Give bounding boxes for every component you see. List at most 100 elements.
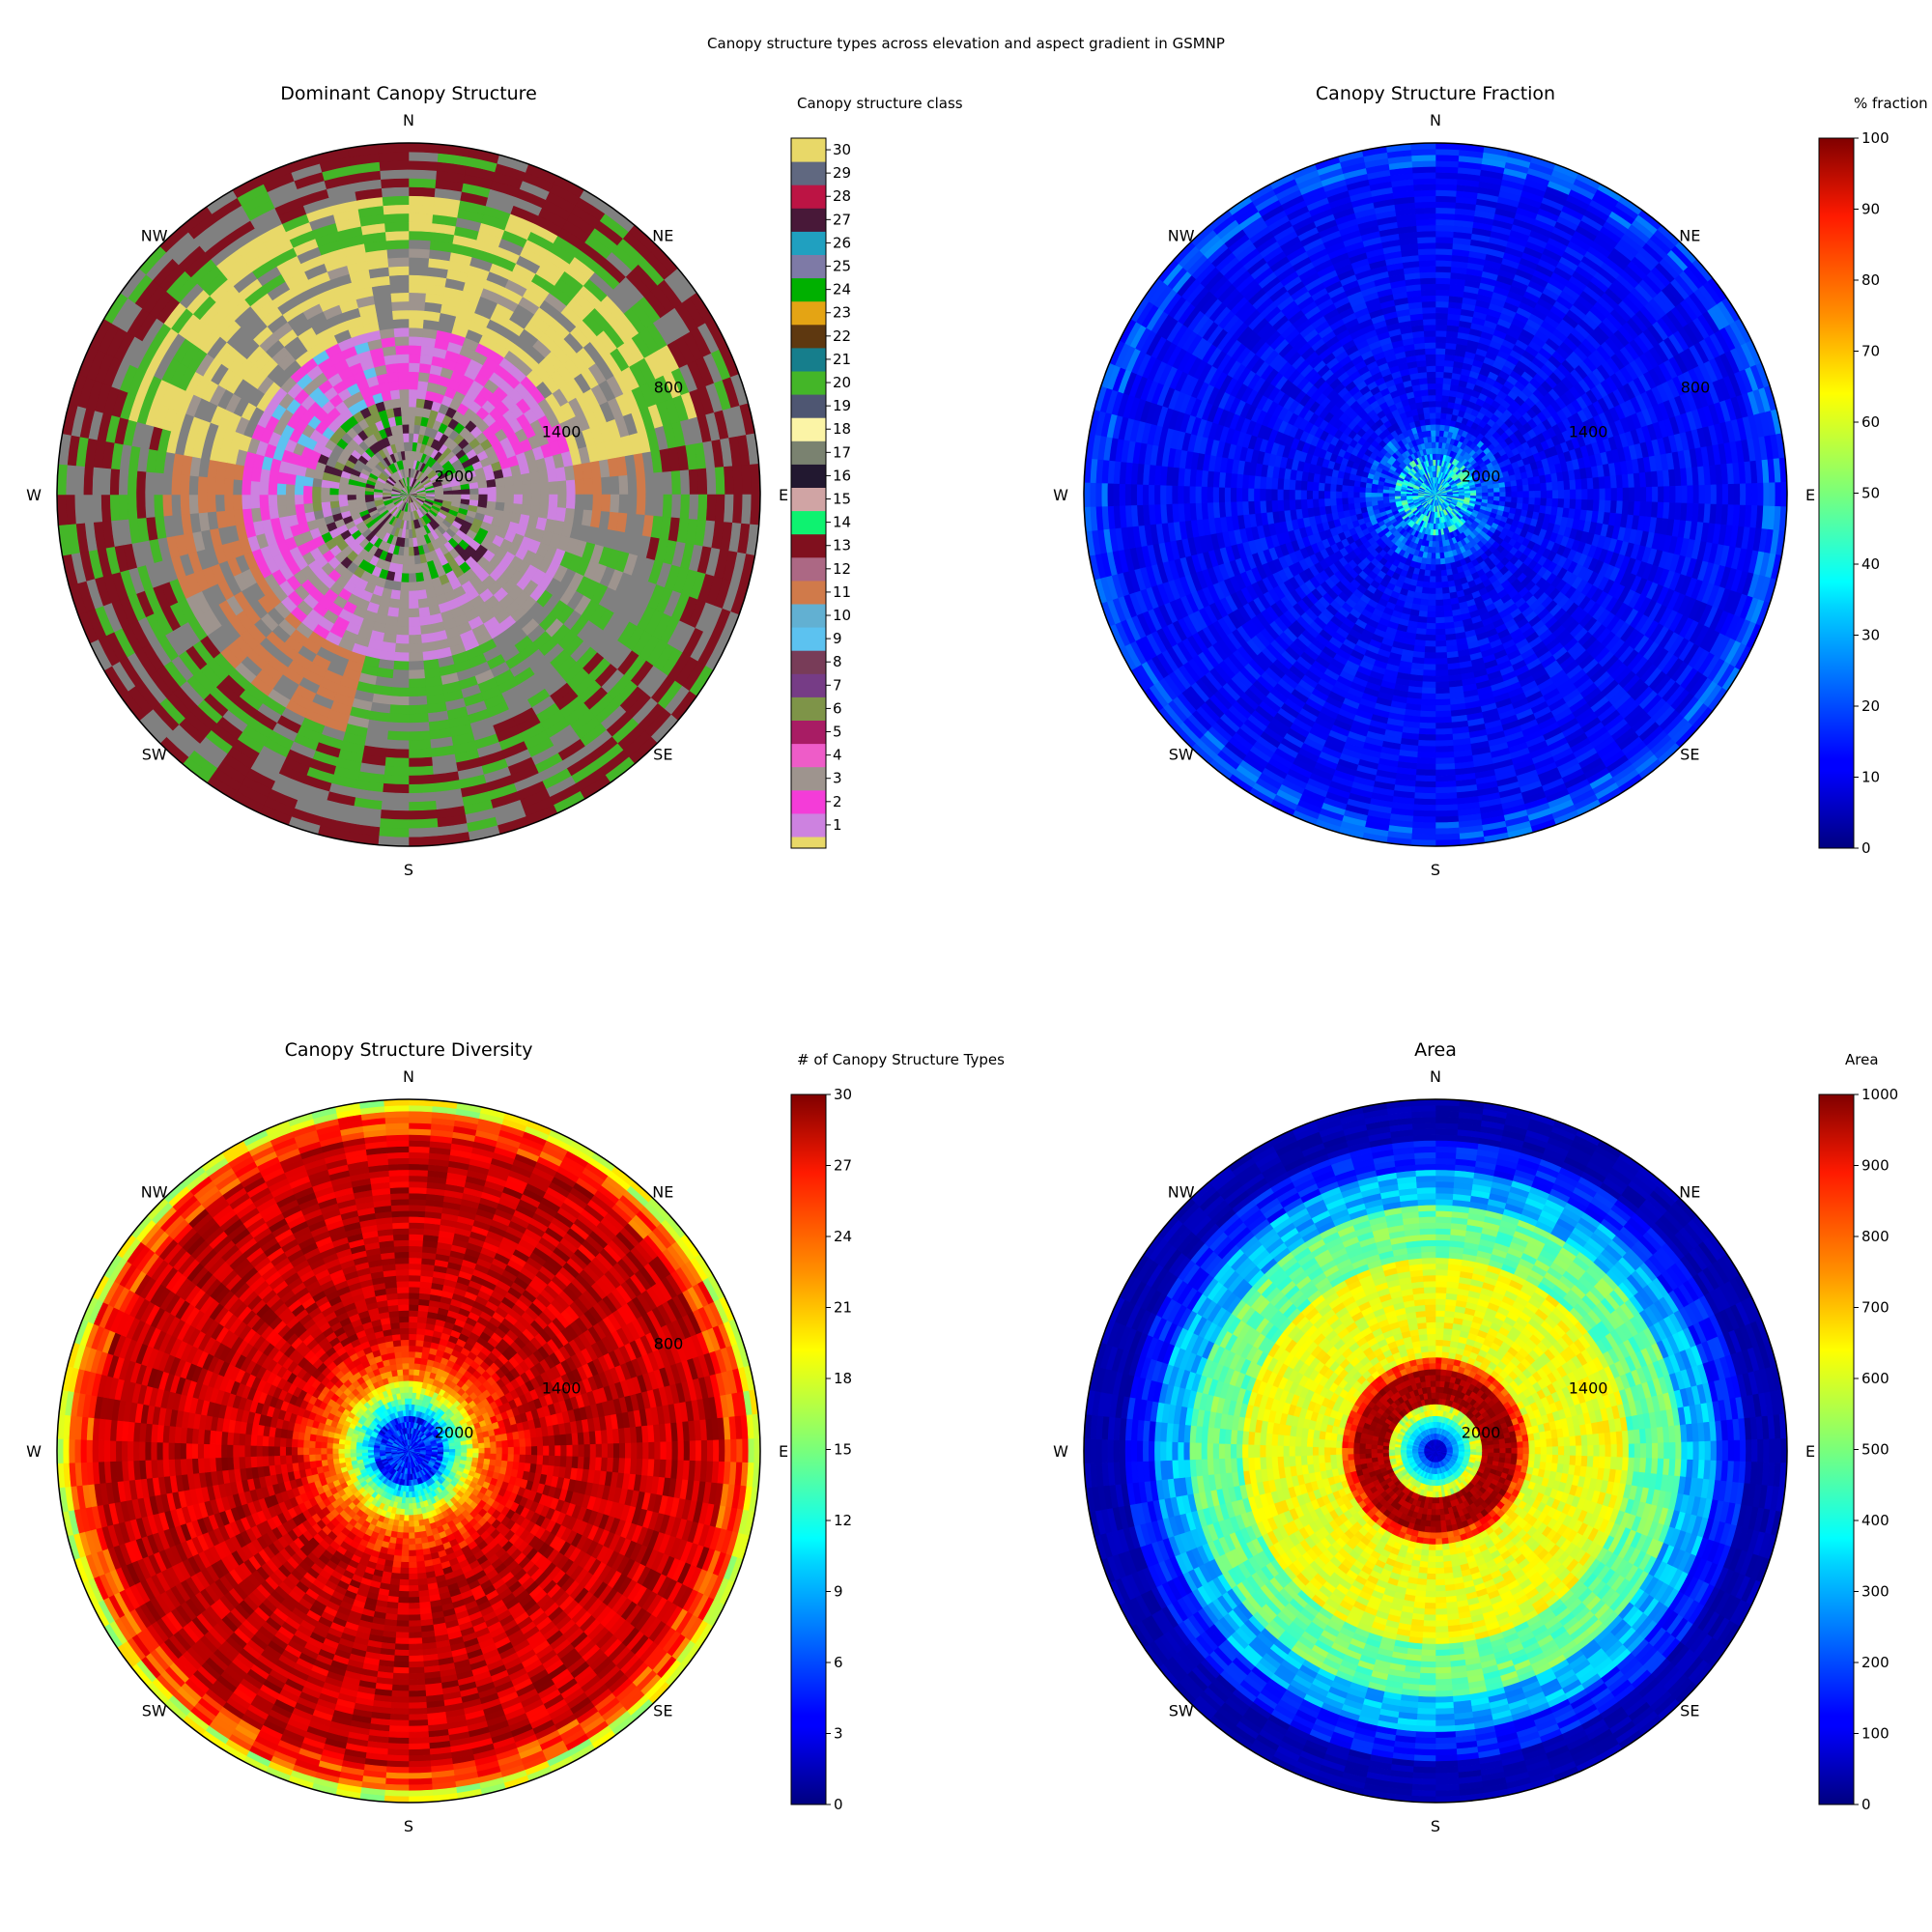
direction-label-ne: NE	[652, 1182, 673, 1201]
radial-label-2000: 2000	[435, 468, 474, 486]
class-tick-22: 22	[833, 327, 851, 345]
class-tick-16: 16	[833, 467, 851, 484]
direction-label-n: N	[403, 111, 414, 129]
diversity-plot	[57, 1099, 760, 1803]
class-swatch-29	[791, 161, 826, 185]
class-colorbar-title: Canopy structure class	[797, 95, 963, 112]
class-swatch-27	[791, 208, 826, 232]
direction-label-n: N	[1430, 111, 1441, 129]
class-swatch-22	[791, 324, 826, 349]
colorbar-tick-50: 50	[1861, 485, 1880, 502]
class-tick-1: 1	[833, 816, 842, 834]
class-swatch-4	[791, 743, 826, 768]
class-tick-11: 11	[833, 583, 851, 601]
class-tick-12: 12	[833, 560, 851, 578]
colorbar-tick-900: 900	[1861, 1157, 1889, 1175]
class-tick-9: 9	[833, 630, 842, 647]
class-tick-19: 19	[833, 397, 851, 414]
dominant-structure-title: Dominant Canopy Structure	[280, 83, 537, 104]
class-tick-29: 29	[833, 164, 851, 182]
area-colorbar	[1818, 1094, 1855, 1805]
class-tick-30: 30	[833, 141, 851, 158]
colorbar-tick-3: 3	[834, 1725, 843, 1743]
direction-label-n: N	[1430, 1067, 1441, 1086]
colorbar-tick-200: 200	[1861, 1654, 1889, 1671]
class-tick-13: 13	[833, 537, 851, 554]
colorbar-tick-800: 800	[1861, 1228, 1889, 1245]
class-tick-26: 26	[833, 234, 851, 251]
class-tick-17: 17	[833, 443, 851, 461]
class-swatch-base	[791, 836, 826, 848]
radial-label-1400: 1400	[542, 1379, 582, 1398]
class-colorbar: 1234567891011121314151617181920212223242…	[790, 137, 851, 849]
colorbar-tick-40: 40	[1861, 555, 1880, 573]
direction-label-se: SE	[653, 746, 672, 764]
fraction-title: Canopy Structure Fraction	[1316, 83, 1555, 104]
direction-label-s: S	[404, 861, 413, 879]
class-tick-21: 21	[833, 351, 851, 368]
direction-label-sw: SW	[1169, 1702, 1194, 1720]
class-swatch-17	[791, 440, 826, 465]
direction-label-w: W	[1053, 486, 1068, 504]
colorbar-tick-1000: 1000	[1861, 1086, 1898, 1103]
direction-label-s: S	[404, 1817, 413, 1835]
class-swatch-23	[791, 300, 826, 326]
class-tick-28: 28	[833, 187, 851, 205]
class-swatch-24	[791, 277, 826, 302]
class-swatch-25	[791, 254, 826, 279]
radial-label-1400: 1400	[542, 423, 582, 441]
colorbar-tick-12: 12	[834, 1512, 852, 1529]
class-tick-24: 24	[833, 281, 851, 298]
direction-label-e: E	[779, 1442, 788, 1461]
area-plot	[1084, 1099, 1787, 1803]
direction-label-ne: NE	[1679, 1182, 1700, 1201]
direction-label-e: E	[1805, 486, 1815, 504]
area-title: Area	[1414, 1039, 1457, 1061]
class-swatch-16	[791, 464, 826, 488]
colorbar-tick-60: 60	[1861, 413, 1880, 431]
class-swatch-8	[791, 650, 826, 674]
direction-label-sw: SW	[142, 1702, 167, 1720]
direction-label-nw: NW	[141, 1182, 168, 1201]
class-swatch-30	[791, 138, 826, 162]
radial-label-800: 800	[654, 379, 684, 397]
direction-label-nw: NW	[1168, 1182, 1195, 1201]
class-tick-15: 15	[833, 491, 851, 508]
class-tick-23: 23	[833, 304, 851, 322]
diversity-title: Canopy Structure Diversity	[285, 1039, 533, 1061]
dominant-structure-plot	[57, 143, 760, 846]
class-tick-14: 14	[833, 514, 851, 531]
class-swatch-11	[791, 580, 826, 605]
colorbar-tick-700: 700	[1861, 1299, 1889, 1317]
colorbar-tick-9: 9	[834, 1583, 843, 1601]
colorbar-tick-80: 80	[1861, 271, 1880, 289]
class-swatch-10	[791, 604, 826, 628]
class-tick-6: 6	[833, 699, 842, 717]
direction-label-nw: NW	[1168, 226, 1195, 244]
colorbar-tick-0: 0	[1861, 1796, 1871, 1813]
colorbar-tick-15: 15	[834, 1441, 852, 1459]
colorbar-tick-24: 24	[834, 1228, 852, 1245]
direction-label-w: W	[1053, 1442, 1068, 1461]
direction-label-ne: NE	[1679, 226, 1700, 244]
class-tick-8: 8	[833, 653, 842, 670]
colorbar-tick-10: 10	[1861, 769, 1880, 786]
class-tick-5: 5	[833, 724, 842, 741]
colorbar-tick-30: 30	[834, 1086, 852, 1103]
direction-label-sw: SW	[1169, 746, 1194, 764]
radial-label-2000: 2000	[435, 1424, 474, 1442]
diversity-colorbar	[790, 1094, 827, 1805]
direction-label-se: SE	[1680, 1702, 1699, 1720]
direction-label-w: W	[26, 1442, 42, 1461]
colorbar-tick-400: 400	[1861, 1512, 1889, 1529]
colorbar-tick-20: 20	[1861, 697, 1880, 715]
class-swatch-2	[791, 789, 826, 814]
colorbar-tick-500: 500	[1861, 1441, 1889, 1459]
direction-label-e: E	[779, 486, 788, 504]
colorbar-tick-30: 30	[1861, 627, 1880, 644]
class-tick-27: 27	[833, 211, 851, 228]
class-tick-25: 25	[833, 258, 851, 275]
class-swatch-13	[791, 533, 826, 558]
direction-label-n: N	[403, 1067, 414, 1086]
